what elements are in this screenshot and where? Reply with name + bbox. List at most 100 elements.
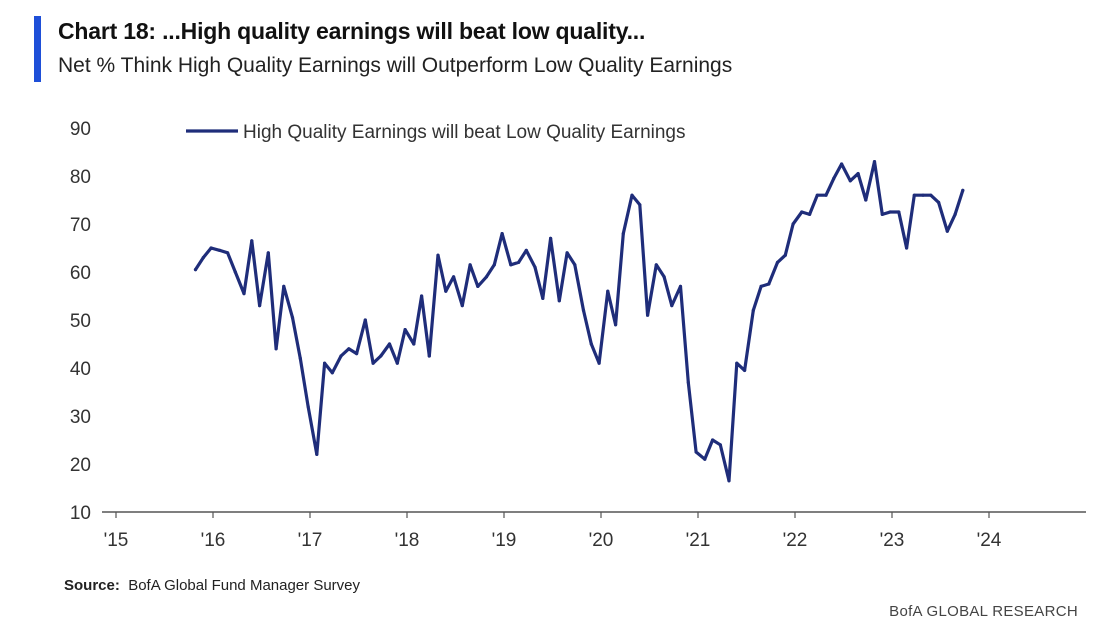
data-point <box>298 356 302 360</box>
data-point <box>848 179 852 183</box>
data-point <box>524 248 528 252</box>
data-point <box>743 368 747 372</box>
data-point <box>476 284 480 288</box>
data-point <box>824 193 828 197</box>
data-point <box>387 342 392 346</box>
data-point <box>371 361 375 365</box>
data-point <box>791 222 795 226</box>
data-point <box>549 236 553 240</box>
data-point <box>727 479 731 483</box>
series-layer <box>193 160 965 483</box>
data-point <box>258 304 262 308</box>
data-point <box>395 361 399 365</box>
data-point <box>961 188 965 192</box>
x-tick-label: '18 <box>395 530 420 551</box>
data-point <box>606 289 610 293</box>
data-point <box>306 404 310 408</box>
data-point <box>509 263 513 267</box>
data-point <box>735 361 739 365</box>
data-point <box>565 251 569 255</box>
x-tick-label: '21 <box>686 530 711 551</box>
y-tick-label: 20 <box>70 455 91 476</box>
data-point <box>897 210 901 214</box>
data-point <box>379 354 383 358</box>
source-text: BofA Global Fund Manager Survey <box>128 577 360 594</box>
data-point <box>670 304 674 308</box>
data-point <box>937 200 941 204</box>
data-point <box>905 246 909 250</box>
data-point <box>703 457 707 461</box>
data-point <box>751 308 755 312</box>
data-point <box>800 210 804 214</box>
y-tick-label: 80 <box>70 167 91 188</box>
data-point <box>832 176 836 180</box>
data-point <box>678 284 683 288</box>
data-point <box>242 292 246 296</box>
data-point <box>614 323 618 327</box>
data-point <box>355 352 359 356</box>
data-point <box>201 256 205 260</box>
data-point <box>621 232 625 236</box>
x-tick-label: '23 <box>880 530 905 551</box>
data-point <box>929 193 933 197</box>
data-point <box>646 313 650 317</box>
data-point <box>581 308 586 312</box>
series-line <box>193 160 965 483</box>
data-point <box>541 296 545 300</box>
data-point <box>557 299 561 303</box>
data-point <box>339 354 343 358</box>
x-tick-label: '16 <box>201 530 226 551</box>
data-point <box>880 212 884 216</box>
data-point <box>315 452 319 456</box>
data-point <box>686 380 690 384</box>
data-point <box>573 263 577 267</box>
data-point <box>921 193 925 197</box>
data-point <box>226 251 230 255</box>
data-point <box>912 193 916 197</box>
data-point <box>250 239 254 243</box>
data-point <box>363 318 367 322</box>
x-tick-label: '15 <box>104 530 129 551</box>
legend-label: High Quality Earnings will beat Low Qual… <box>243 122 686 143</box>
data-point <box>775 260 780 264</box>
chart-subtitle: Net % Think High Quality Earnings will O… <box>58 54 733 77</box>
y-tick-label: 60 <box>70 263 91 284</box>
data-point <box>856 172 860 176</box>
data-point <box>412 342 416 346</box>
x-tick-label: '19 <box>492 530 517 551</box>
data-point <box>403 328 407 332</box>
data-point <box>218 248 222 252</box>
data-point <box>444 289 448 293</box>
y-tick-label: 40 <box>70 359 91 380</box>
data-point <box>500 232 504 236</box>
data-point <box>484 275 489 279</box>
source-label: Source: <box>64 577 120 594</box>
y-axis: 10 20 30 40 50 60 70 80 90 <box>70 119 91 524</box>
data-point <box>759 284 763 288</box>
data-point <box>282 284 286 288</box>
x-tick-label: '17 <box>298 530 323 551</box>
legend: High Quality Earnings will beat Low Qual… <box>186 122 686 143</box>
data-point <box>290 316 295 320</box>
data-point <box>945 229 949 233</box>
data-point <box>266 251 270 255</box>
data-point <box>533 265 537 269</box>
y-tick-label: 50 <box>70 311 91 332</box>
data-point <box>953 212 957 216</box>
x-tick-label: '20 <box>589 530 614 551</box>
data-point <box>209 246 213 250</box>
title-accent-bar <box>34 16 41 82</box>
data-point <box>420 294 424 298</box>
data-point <box>517 260 521 264</box>
x-tick-label: '24 <box>977 530 1002 551</box>
chart-title: Chart 18: ...High quality earnings will … <box>58 18 646 44</box>
data-point <box>597 361 601 365</box>
y-tick-label: 30 <box>70 407 91 428</box>
data-point <box>436 253 440 257</box>
data-point <box>718 443 722 447</box>
data-point <box>638 203 642 207</box>
data-point <box>589 342 593 346</box>
data-point <box>274 347 278 351</box>
data-point <box>193 268 198 272</box>
